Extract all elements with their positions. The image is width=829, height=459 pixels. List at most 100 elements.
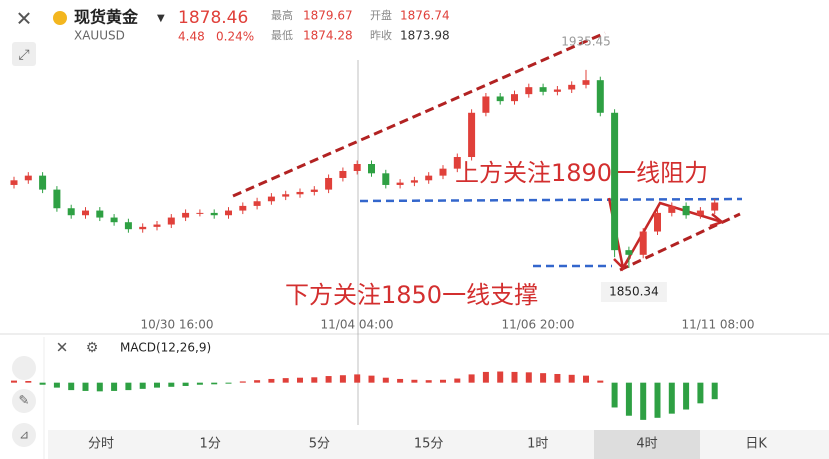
candle-body	[210, 212, 218, 216]
macd-bar	[268, 378, 275, 383]
decor: ✕ ⤢ ▼ ✎ ⊿ ✕ ⚙	[0, 7, 829, 459]
candle-body	[639, 231, 647, 255]
macd-bar	[154, 382, 160, 388]
macd-bar	[225, 382, 232, 384]
macd-bar	[497, 371, 504, 383]
macd-bar	[325, 376, 332, 383]
candle-body	[196, 212, 204, 214]
macd-bar	[254, 380, 261, 383]
value: 1874.28	[303, 29, 353, 43]
macd-bar	[111, 382, 118, 391]
candle-body	[239, 205, 247, 211]
macd-bar	[625, 382, 632, 416]
macd-bar	[397, 378, 404, 383]
candle-body	[182, 212, 190, 218]
macd-bar	[53, 382, 60, 388]
macd-bar	[368, 375, 375, 383]
candle-body	[124, 222, 132, 230]
change: 4.48	[178, 30, 205, 44]
macd-bar	[25, 381, 32, 383]
candle-body	[682, 205, 690, 216]
macd-bar	[683, 382, 690, 410]
macd-bar	[511, 371, 518, 383]
macd-bar	[411, 379, 418, 383]
candle-body	[482, 96, 490, 113]
svg-text:⊿: ⊿	[19, 428, 29, 442]
macd-bar	[382, 377, 389, 383]
macd-bar	[711, 382, 718, 400]
value: 1876.74	[400, 9, 450, 23]
timeframe-tab[interactable]: 日K	[745, 437, 767, 452]
candle-body	[596, 80, 604, 113]
candle-body	[167, 217, 175, 225]
timeframe-tab[interactable]: 4时	[636, 437, 657, 452]
candle-body	[539, 87, 547, 92]
timeframe-tab[interactable]: 5分	[309, 437, 330, 452]
macd-bar	[668, 382, 675, 414]
macd-bar	[354, 374, 361, 383]
macd-bar	[425, 380, 432, 383]
candle-body	[325, 177, 333, 190]
value: 1873.98	[400, 29, 450, 43]
macd-label: MACD(12,26,9)	[120, 341, 211, 355]
macd-bar	[182, 382, 189, 386]
macd-bar	[468, 374, 475, 383]
macd-bar	[554, 373, 561, 383]
label: 开盘	[370, 8, 392, 22]
macd-bar	[311, 377, 318, 383]
macd-bar	[139, 382, 146, 389]
macd-bar	[454, 378, 461, 383]
macd-bar	[11, 380, 17, 383]
macd-bar	[697, 382, 704, 404]
candle-body	[553, 89, 561, 92]
candle-body	[225, 210, 232, 216]
svg-text:✕: ✕	[56, 339, 69, 357]
x-tick-label: 11/06 20:00	[502, 318, 575, 332]
x-tick-label: 11/04 04:00	[321, 318, 394, 332]
candle-body	[654, 212, 661, 232]
svg-text:▼: ▼	[157, 13, 165, 24]
value: 1879.67	[303, 9, 353, 23]
candle-body	[439, 168, 447, 176]
timeframe-tab[interactable]: 1时	[527, 437, 548, 452]
candle-body	[53, 189, 61, 209]
low-marker: 1850.34	[609, 284, 659, 298]
timeframe-tab[interactable]: 15分	[414, 437, 444, 452]
candle-body	[468, 112, 476, 158]
candle-body	[10, 180, 18, 185]
candle-body	[511, 94, 518, 102]
macd-bar	[597, 380, 604, 383]
candle-body	[625, 250, 633, 255]
candle-body	[696, 210, 704, 216]
candle-body	[525, 87, 533, 95]
timeframe-tab[interactable]: 分时	[88, 437, 114, 452]
candle-body	[582, 80, 590, 85]
macd-bar	[525, 372, 532, 383]
svg-text:✎: ✎	[19, 394, 30, 409]
macd-bar	[125, 382, 132, 391]
candle-body	[282, 194, 290, 197]
macd-bar	[82, 382, 89, 391]
macd-bar	[96, 382, 103, 392]
macd-bar	[196, 382, 203, 385]
macd-bar	[297, 377, 303, 383]
svg-text:✕: ✕	[16, 7, 33, 31]
change-pct: 0.24%	[216, 30, 254, 44]
candle-body	[67, 208, 75, 216]
macd-bar	[282, 378, 289, 383]
instrument-name[interactable]: 现货黄金	[74, 8, 139, 27]
high-marker: 1935.45	[561, 34, 611, 48]
macd-bar	[611, 382, 618, 408]
candle-body	[568, 84, 576, 90]
candle-body	[353, 164, 361, 171]
candle-body	[253, 201, 261, 206]
low-marker-bg	[600, 281, 667, 302]
annotation: 上方关注1890一线阻力	[455, 159, 708, 187]
candle-body	[425, 175, 433, 181]
macd-bar	[640, 382, 647, 420]
candle-body	[153, 224, 161, 227]
candle-body	[310, 189, 318, 192]
label: 昨收	[370, 28, 392, 42]
timeframe-tab[interactable]: 1分	[200, 437, 221, 452]
